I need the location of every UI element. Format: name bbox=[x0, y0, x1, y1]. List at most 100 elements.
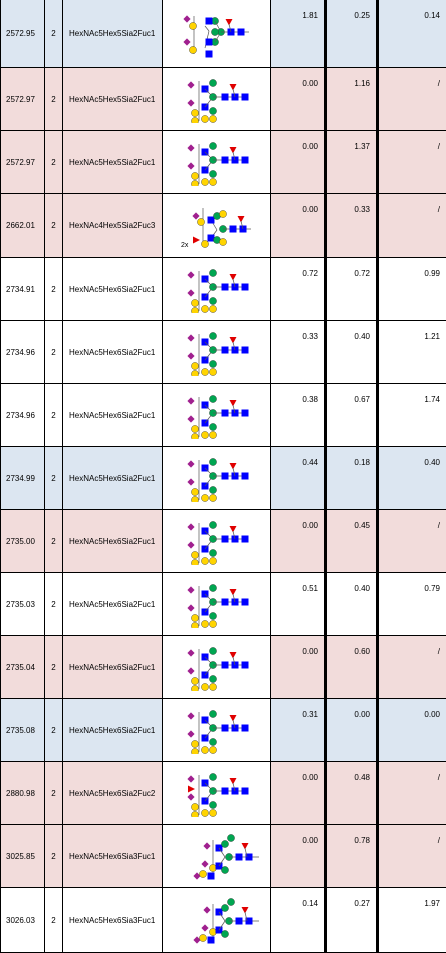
galnac-square bbox=[235, 854, 242, 861]
galnac-square bbox=[241, 536, 248, 543]
galactose-circle bbox=[209, 620, 216, 627]
charge-cell: 2 bbox=[45, 762, 63, 825]
mass-cell: 2662.01 bbox=[1, 194, 45, 258]
mannose-circle bbox=[209, 395, 216, 402]
value-3-cell: / bbox=[378, 131, 446, 194]
galnac-square bbox=[221, 410, 228, 417]
glycan-structure-cell bbox=[163, 384, 271, 447]
table-row: 2572.95 2 HexNAc5Hex5Sia2Fuc1 1.81 0.25 … bbox=[1, 0, 446, 68]
value-1-cell: 0.00 bbox=[271, 762, 326, 825]
value-1-cell: 0.00 bbox=[271, 636, 326, 699]
value-2-cell: 0.25 bbox=[326, 0, 378, 68]
table-row: 3026.03 2 HexNAc5Hex6Sia3Fuc1 0.14 0.27 … bbox=[1, 888, 446, 953]
galactose-circle bbox=[201, 620, 208, 627]
glycan-structure-cell bbox=[163, 131, 271, 194]
galactose-circle bbox=[201, 809, 208, 816]
galactose-circle bbox=[201, 368, 208, 375]
value-3-cell: 1.21 bbox=[378, 321, 446, 384]
galactose-circle bbox=[189, 46, 196, 53]
value-3-cell: / bbox=[378, 762, 446, 825]
value-3-cell: / bbox=[378, 636, 446, 699]
galactose-circle bbox=[191, 299, 198, 306]
galactose-circle bbox=[191, 685, 198, 691]
glycan-structure-icon bbox=[169, 643, 265, 691]
mass-cell: 2735.08 bbox=[1, 699, 45, 762]
composition-cell: HexNAc5Hex6Sia2Fuc1 bbox=[63, 321, 163, 384]
mannose-circle bbox=[209, 612, 216, 619]
composition-cell: HexNAc5Hex6Sia2Fuc1 bbox=[63, 573, 163, 636]
value-1-cell: 0.44 bbox=[271, 447, 326, 510]
glycan-structure-icon bbox=[169, 265, 265, 313]
mannose-circle bbox=[209, 801, 216, 808]
charge-cell: 2 bbox=[45, 573, 63, 636]
galnac-square bbox=[241, 788, 248, 795]
mannose-circle bbox=[221, 930, 228, 937]
glycan-structure-icon bbox=[169, 454, 265, 502]
galactose-circle bbox=[189, 22, 196, 29]
galnac-square bbox=[221, 347, 228, 354]
mannose-circle bbox=[209, 458, 216, 465]
value-1-cell: 0.00 bbox=[271, 131, 326, 194]
neuac-diamond bbox=[187, 352, 194, 359]
galactose-circle bbox=[201, 557, 208, 564]
mannose-circle bbox=[209, 647, 216, 654]
galnac-square bbox=[241, 157, 248, 164]
mass-cell: 2734.91 bbox=[1, 258, 45, 321]
galactose-circle bbox=[219, 238, 226, 245]
mannose-circle bbox=[209, 549, 216, 556]
value-3-cell: 0.79 bbox=[378, 573, 446, 636]
composition-cell: HexNAc5Hex6Sia2Fuc2 bbox=[63, 762, 163, 825]
table-row: 2734.96 2 HexNAc5Hex6Sia2Fuc1 0.33 0.40 … bbox=[1, 321, 446, 384]
value-1-cell: 0.00 bbox=[271, 510, 326, 573]
table-row: 2734.96 2 HexNAc5Hex6Sia2Fuc1 0.38 0.67 … bbox=[1, 384, 446, 447]
mass-cell: 2735.04 bbox=[1, 636, 45, 699]
table-row: 2734.91 2 HexNAc5Hex6Sia2Fuc1 0.72 0.72 … bbox=[1, 258, 446, 321]
neuac-diamond bbox=[187, 730, 194, 737]
glycan-structure-icon bbox=[169, 896, 265, 944]
neuac-diamond bbox=[187, 397, 194, 404]
galactose-circle bbox=[191, 425, 198, 432]
composition-cell: HexNAc5Hex6Sia2Fuc1 bbox=[63, 699, 163, 762]
neuac-diamond bbox=[187, 775, 194, 782]
galactose-circle bbox=[191, 811, 198, 817]
composition-cell: HexNAc4Hex5Sia2Fuc3 bbox=[63, 194, 163, 258]
mass-cell: 3026.03 bbox=[1, 888, 45, 953]
galactose-circle bbox=[191, 614, 198, 621]
galnac-square bbox=[221, 94, 228, 101]
galnac-square bbox=[241, 599, 248, 606]
charge-cell: 2 bbox=[45, 131, 63, 194]
mannose-circle bbox=[209, 584, 216, 591]
charge-cell: 2 bbox=[45, 510, 63, 573]
galnac-square bbox=[207, 937, 214, 944]
galnac-square bbox=[241, 410, 248, 417]
mannose-circle bbox=[227, 898, 234, 905]
neuac-diamond bbox=[187, 667, 194, 674]
neuac-diamond bbox=[187, 415, 194, 422]
glycan-structure-cell bbox=[163, 510, 271, 573]
glycan-structure-cell bbox=[163, 636, 271, 699]
mannose-circle bbox=[209, 142, 216, 149]
charge-cell: 2 bbox=[45, 194, 63, 258]
neuac-diamond bbox=[187, 523, 194, 530]
value-1-cell: 0.14 bbox=[271, 888, 326, 953]
galnac-square bbox=[205, 17, 212, 24]
galactose-circle bbox=[209, 431, 216, 438]
charge-cell: 2 bbox=[45, 0, 63, 68]
charge-cell: 2 bbox=[45, 636, 63, 699]
galnac-square bbox=[205, 38, 212, 45]
mannose-circle bbox=[209, 79, 216, 86]
galactose-circle bbox=[191, 433, 198, 439]
galnac-square bbox=[221, 157, 228, 164]
mannose-circle bbox=[209, 269, 216, 276]
galactose-circle bbox=[191, 307, 198, 313]
galactose-circle bbox=[191, 622, 198, 628]
neuac-diamond bbox=[187, 586, 194, 593]
galactose-circle bbox=[209, 178, 216, 185]
glycan-structure-cell bbox=[163, 573, 271, 636]
glycan-structure-icon bbox=[169, 580, 265, 628]
galactose-circle bbox=[209, 683, 216, 690]
glycan-structure-icon bbox=[169, 328, 265, 376]
charge-cell: 2 bbox=[45, 258, 63, 321]
galactose-circle bbox=[191, 172, 198, 179]
